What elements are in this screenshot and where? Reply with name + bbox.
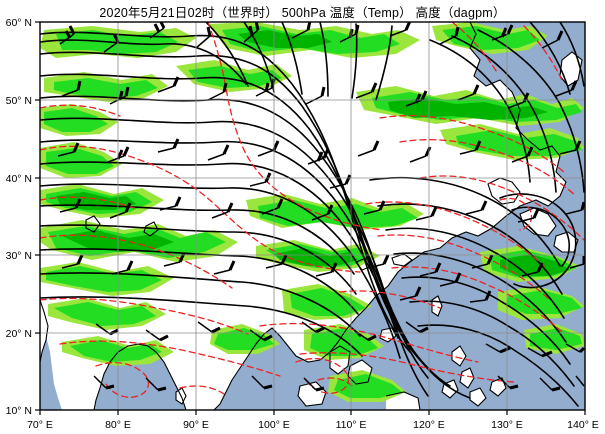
wind-barb: [249, 172, 272, 187]
wind-barb: [257, 140, 280, 157]
wind-barb: [57, 142, 80, 157]
wind-barb: [157, 138, 180, 153]
wind-barb: [507, 92, 530, 109]
temperature-contour-layer: [40, 22, 585, 398]
wind-barb: [399, 286, 422, 301]
x-tick-label: 70° E: [27, 419, 53, 431]
wind-barb: [307, 148, 330, 165]
y-tick-label: 30° N: [6, 250, 32, 262]
wind-barb: [163, 252, 186, 267]
wind-barb: [61, 80, 82, 97]
gridline-layer: [40, 22, 585, 410]
wind-barb: [261, 198, 284, 215]
page-title: 2020年5月21日02时（世界时） 500hPa 温度（Temp） 高度（da…: [99, 6, 506, 20]
wind-barb: [527, 347, 553, 358]
wind-barb: [457, 84, 480, 101]
wind-barb: [59, 198, 82, 213]
wind-barb: [213, 260, 236, 275]
wind-barb: [329, 174, 352, 189]
coastline-layer: [40, 22, 583, 410]
wind-barb: [357, 140, 380, 157]
wind-barb: [93, 375, 115, 390]
wind-barb: [459, 140, 482, 155]
y-axis-tick-labels: 10° N 20° N 30° N 40° N 50° N 60° N: [6, 17, 32, 417]
x-axis-tick-labels: 70° E 80° E 90° E 100° E 110° E 120° E 1…: [27, 419, 599, 431]
y-tick-label: 50° N: [6, 95, 32, 107]
wind-barb: [107, 146, 130, 163]
wind-barb: [485, 343, 511, 354]
wind-barb: [195, 26, 212, 49]
wind-barb: [569, 256, 585, 269]
wind-barb: [145, 377, 167, 392]
x-tick-label: 90° E: [183, 419, 209, 431]
wind-barb: [465, 200, 488, 215]
wind-barb: [541, 30, 564, 49]
wind-barb: [469, 290, 492, 303]
x-tick-label: 130° E: [491, 419, 523, 431]
y-tick-label: 40° N: [6, 173, 32, 185]
wind-barb: [521, 262, 544, 277]
wind-barb: [353, 329, 377, 342]
wind-barb: [303, 377, 325, 392]
axis-frame: [35, 21, 586, 415]
wind-barb: [511, 146, 534, 163]
wind-barb: [301, 321, 325, 334]
wind-barb: [539, 377, 561, 392]
wind-barb: [315, 262, 338, 277]
wind-barb: [405, 321, 429, 334]
x-tick-label: 100° E: [258, 419, 290, 431]
y-tick-label: 60° N: [6, 17, 32, 29]
wind-barb: [565, 343, 585, 354]
wind-barb: [363, 200, 386, 215]
wind-barb: [145, 329, 169, 342]
wind-barb: [355, 82, 378, 99]
wind-barb: [405, 90, 428, 107]
wind-barb: [497, 375, 519, 390]
wind-barb: [111, 260, 134, 275]
wind-barb: [197, 321, 221, 334]
y-tick-label: 10° N: [6, 405, 32, 417]
wind-barb: [367, 254, 390, 269]
wind-barb: [439, 272, 462, 287]
wind-barb: [211, 202, 234, 219]
x-tick-label: 80° E: [105, 419, 131, 431]
wind-barb: [311, 204, 334, 221]
wind-barb: [149, 22, 166, 39]
wind-barb: [157, 76, 180, 93]
wind-barb: [159, 196, 182, 211]
wind-barb: [61, 254, 84, 269]
wind-barb: [471, 254, 494, 269]
wind-barb: [555, 80, 578, 97]
wind-barb: [575, 375, 585, 387]
wind-barb: [419, 262, 442, 277]
humidity-shading-layer: [40, 22, 584, 402]
wind-barb: [249, 329, 273, 342]
wind-barb: [207, 144, 230, 161]
wind-barb: [103, 33, 120, 53]
x-tick-label: 140° E: [567, 419, 599, 431]
x-tick-label: 110° E: [336, 419, 367, 431]
wind-barb: [565, 201, 585, 215]
wind-barb: [491, 24, 514, 41]
wind-barb: [251, 375, 273, 390]
y-tick-label: 20° N: [6, 328, 32, 340]
wind-barb: [207, 82, 228, 101]
wind-barb: [559, 140, 582, 155]
wind-barb: [439, 26, 460, 45]
wind-barb: [517, 208, 540, 223]
wind-barb: [59, 25, 76, 45]
x-tick-label: 120° E: [413, 419, 445, 431]
